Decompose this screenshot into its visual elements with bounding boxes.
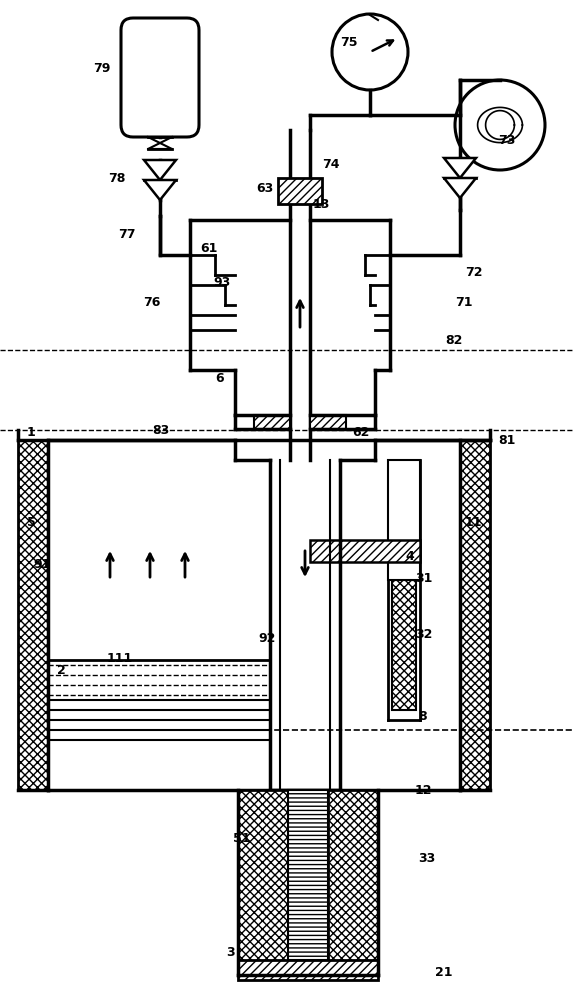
- Text: 78: 78: [108, 172, 125, 184]
- Text: 81: 81: [498, 434, 515, 446]
- FancyBboxPatch shape: [121, 18, 199, 137]
- Text: 71: 71: [455, 296, 472, 308]
- Text: 93: 93: [213, 275, 230, 288]
- Bar: [328, 790, 378, 975]
- Text: 1: 1: [27, 426, 36, 438]
- Text: 11: 11: [465, 516, 483, 528]
- Text: 63: 63: [256, 182, 273, 194]
- Text: 5: 5: [27, 516, 36, 528]
- Text: 92: 92: [258, 632, 276, 645]
- Bar: [388, 460, 420, 580]
- Text: 4: 4: [405, 550, 414, 562]
- Text: 62: 62: [352, 426, 370, 438]
- Text: 2: 2: [57, 664, 66, 676]
- Bar: [288, 790, 328, 960]
- Text: 6: 6: [215, 371, 224, 384]
- Bar: [254, 415, 290, 429]
- Text: 76: 76: [143, 296, 160, 308]
- Bar: [310, 540, 420, 562]
- Polygon shape: [144, 180, 176, 200]
- Text: 3: 3: [226, 946, 235, 958]
- Text: 91: 91: [33, 558, 51, 570]
- Bar: [18, 440, 48, 790]
- Text: 13: 13: [313, 198, 331, 212]
- Polygon shape: [444, 158, 476, 178]
- Polygon shape: [144, 160, 176, 180]
- Text: 75: 75: [340, 35, 358, 48]
- Text: 8: 8: [418, 710, 426, 722]
- Text: 73: 73: [498, 133, 515, 146]
- Text: 21: 21: [435, 966, 452, 978]
- Text: 82: 82: [445, 334, 463, 347]
- Bar: [278, 178, 322, 204]
- Bar: [238, 960, 378, 980]
- Polygon shape: [444, 178, 476, 198]
- Bar: [238, 790, 288, 975]
- Text: 77: 77: [118, 228, 135, 240]
- Text: 83: 83: [152, 424, 169, 436]
- Text: 32: 32: [415, 628, 432, 641]
- Text: 51: 51: [233, 832, 250, 844]
- Text: 61: 61: [200, 241, 218, 254]
- Text: 12: 12: [415, 784, 432, 796]
- Text: 74: 74: [322, 157, 339, 170]
- Text: 33: 33: [418, 852, 435, 864]
- Bar: [392, 580, 416, 710]
- Text: 111: 111: [107, 652, 133, 664]
- Text: 72: 72: [465, 265, 483, 278]
- Text: 31: 31: [415, 572, 432, 584]
- Bar: [460, 440, 490, 790]
- Text: 79: 79: [93, 62, 110, 75]
- Bar: [310, 415, 346, 429]
